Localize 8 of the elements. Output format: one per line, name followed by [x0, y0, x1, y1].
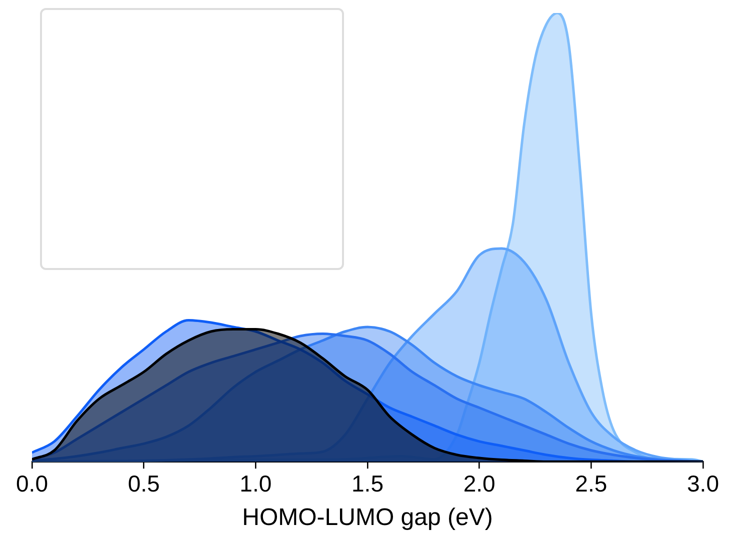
x-tick-label: 1.5: [352, 470, 384, 497]
x-tick-label: 1.0: [240, 470, 272, 497]
x-tick-label: 0.5: [128, 470, 160, 497]
x-axis-title: HOMO-LUMO gap (eV): [242, 504, 493, 532]
x-tick-label: 0.0: [16, 470, 48, 497]
x-tick-label: 2.0: [463, 470, 496, 497]
x-tick-label: 2.5: [575, 470, 608, 497]
x-tick-label: 3.0: [687, 470, 719, 497]
